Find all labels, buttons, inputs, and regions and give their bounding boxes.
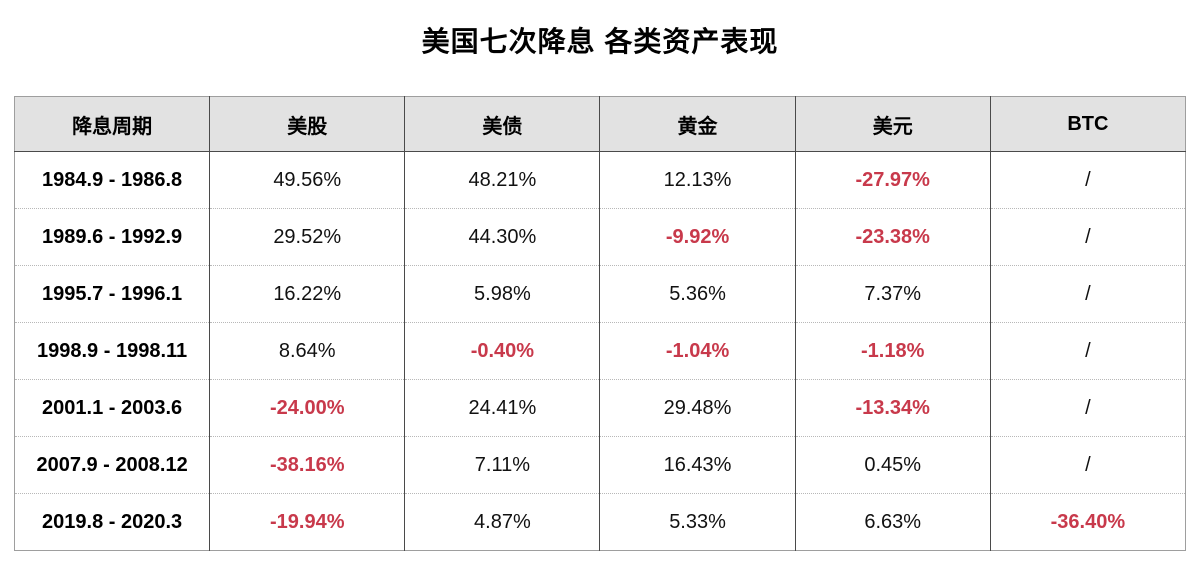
table-cell-value: -1.04% bbox=[599, 322, 796, 380]
table-header: 降息周期 美股 美债 黄金 美元 BTC bbox=[14, 96, 1186, 152]
table-row: 1998.9 - 1998.11 8.64% -0.40% -1.04% -1.… bbox=[14, 322, 1186, 380]
table-cell-value: 7.11% bbox=[404, 436, 600, 494]
table-cell-value: / bbox=[989, 322, 1186, 380]
table-row: 2001.1 - 2003.6 -24.00% 24.41% 29.48% -1… bbox=[14, 379, 1186, 437]
table-cell-value: / bbox=[989, 151, 1186, 209]
table-cell-period: 2019.8 - 2020.3 bbox=[14, 493, 210, 551]
table-cell-period: 1989.6 - 1992.9 bbox=[14, 208, 210, 266]
column-header-usd: 美元 bbox=[794, 96, 991, 152]
table-cell-value: 5.98% bbox=[404, 265, 600, 323]
table-cell-value: 16.22% bbox=[209, 265, 405, 323]
table-cell-value: -0.40% bbox=[404, 322, 600, 380]
table-cell-value: 4.87% bbox=[404, 493, 600, 551]
table-cell-value: -1.18% bbox=[794, 322, 991, 380]
table-cell-value: -24.00% bbox=[209, 379, 405, 437]
table-cell-value: -38.16% bbox=[209, 436, 405, 494]
table-row: 1989.6 - 1992.9 29.52% 44.30% -9.92% -23… bbox=[14, 208, 1186, 266]
table-cell-value: / bbox=[989, 379, 1186, 437]
table-cell-value: 5.33% bbox=[599, 493, 796, 551]
table-cell-period: 2001.1 - 2003.6 bbox=[14, 379, 210, 437]
table-cell-value: 6.63% bbox=[794, 493, 991, 551]
table-cell-value: -9.92% bbox=[599, 208, 796, 266]
table-cell-value: 8.64% bbox=[209, 322, 405, 380]
table-cell-value: 0.45% bbox=[794, 436, 991, 494]
table-cell-period: 2007.9 - 2008.12 bbox=[14, 436, 210, 494]
table-cell-value: 12.13% bbox=[599, 151, 796, 209]
table-cell-period: 1995.7 - 1996.1 bbox=[14, 265, 210, 323]
table-row: 1995.7 - 1996.1 16.22% 5.98% 5.36% 7.37%… bbox=[14, 265, 1186, 323]
table-cell-value: / bbox=[989, 436, 1186, 494]
table-row: 2007.9 - 2008.12 -38.16% 7.11% 16.43% 0.… bbox=[14, 436, 1186, 494]
table-cell-period: 1984.9 - 1986.8 bbox=[42, 168, 183, 191]
page-title: 美国七次降息 各类资产表现 bbox=[421, 26, 779, 57]
table-cell-value: -36.40% bbox=[989, 493, 1186, 551]
table-cell-value: 16.43% bbox=[599, 436, 796, 494]
table-cell-value: 29.52% bbox=[209, 208, 405, 266]
header-row: 降息周期 美股 美债 黄金 美元 BTC bbox=[14, 96, 1186, 152]
table-cell-value: / bbox=[989, 208, 1186, 266]
column-header-btc: BTC bbox=[989, 96, 1186, 152]
table-row: 1984.9 - 1986.8 49.56% 48.21% 12.13% -27… bbox=[15, 151, 1186, 209]
column-header-gold: 黄金 bbox=[599, 96, 796, 152]
column-header-us-bonds: 美债 bbox=[404, 96, 600, 152]
table-cell-value: 49.56% bbox=[209, 151, 405, 209]
column-header-us-stocks: 美股 bbox=[209, 96, 405, 152]
table-cell-value: -13.34% bbox=[794, 379, 991, 437]
table-cell-value: 7.37% bbox=[794, 265, 991, 323]
table-cell-value: -23.38% bbox=[794, 208, 991, 266]
table-cell-period: 1998.9 - 1998.11 bbox=[14, 322, 210, 380]
table-cell-value: 29.48% bbox=[599, 379, 796, 437]
column-header-period: 降息周期 bbox=[14, 96, 210, 152]
table-cell-value: 24.41% bbox=[404, 379, 600, 437]
table-cell-value: 44.30% bbox=[404, 208, 600, 266]
table-cell-value: -19.94% bbox=[209, 493, 405, 551]
table-row: 2019.8 - 2020.3 -19.94% 4.87% 5.33% 6.63… bbox=[14, 493, 1186, 551]
table-cell-value: 48.21% bbox=[404, 151, 600, 209]
table-body: 1984.9 - 1986.8 49.56% 48.21% 12.13% -27… bbox=[14, 151, 1186, 551]
table-cell-value: / bbox=[989, 265, 1186, 323]
table-cell-value: -27.97% bbox=[794, 151, 991, 209]
rate-cut-asset-table: 降息周期 美股 美债 黄金 美元 BTC 1984.9 - 1986.8 49.… bbox=[14, 96, 1186, 551]
table-cell-value: 5.36% bbox=[599, 265, 796, 323]
